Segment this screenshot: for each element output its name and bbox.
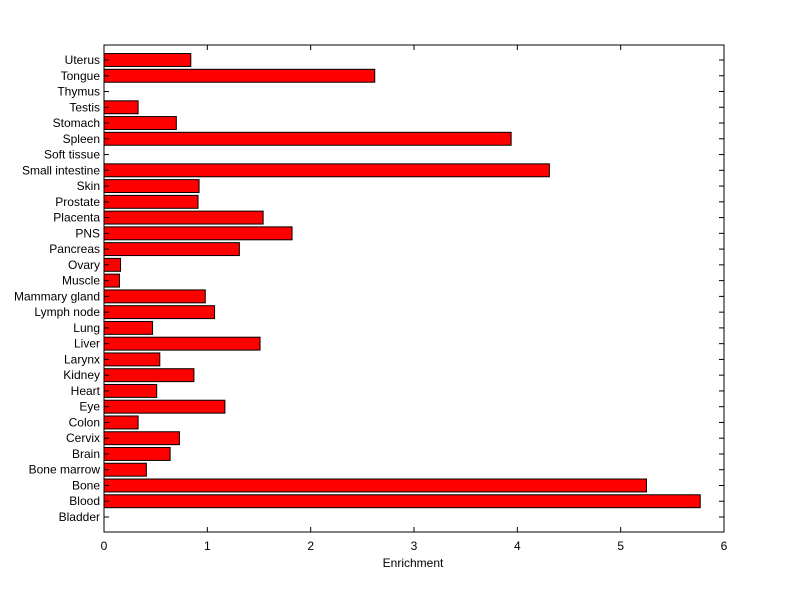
- x-axis-title: Enrichment: [383, 556, 444, 570]
- y-tick-label: Skin: [77, 179, 100, 193]
- bar: [103, 305, 216, 320]
- y-tick-label: Bone: [72, 478, 100, 492]
- bar: [103, 447, 171, 461]
- y-tick-label: Liver: [74, 337, 100, 351]
- y-tick-label: Muscle: [62, 274, 100, 288]
- bar: [103, 131, 512, 146]
- bar: [103, 478, 647, 493]
- bar: [103, 352, 161, 367]
- y-tick-label: Bone marrow: [29, 463, 101, 477]
- y-tick-label: Small intestine: [22, 163, 100, 177]
- bar: [103, 289, 206, 304]
- y-tick-label: Ovary: [68, 258, 100, 272]
- bar: [103, 210, 264, 225]
- x-tick-label: 5: [617, 539, 624, 553]
- y-tick-label: Colon: [69, 415, 100, 429]
- y-tick-label: Testis: [69, 100, 100, 114]
- y-tick-label: Placenta: [53, 211, 100, 225]
- y-tick-label: Thymus: [57, 85, 100, 99]
- bar: [103, 431, 180, 446]
- x-tick-label: 3: [411, 539, 418, 553]
- plot-area: [104, 45, 724, 532]
- bar: [103, 53, 192, 67]
- y-tick-label: Bladder: [59, 510, 100, 524]
- y-tick-label: Pancreas: [49, 242, 100, 256]
- bar: [103, 68, 376, 83]
- bar: [103, 179, 200, 194]
- x-tick-label: 0: [101, 539, 108, 553]
- y-tick-label: Lung: [73, 321, 100, 335]
- y-tick-label: Soft tissue: [44, 148, 100, 162]
- bar: [103, 320, 154, 335]
- bar: [103, 163, 550, 178]
- plot-frame: [103, 44, 725, 533]
- bar: [103, 116, 177, 130]
- bar: [103, 100, 139, 115]
- bar: [103, 242, 240, 257]
- bar: [103, 383, 158, 398]
- bar: [103, 226, 293, 241]
- y-tick-label: Spleen: [63, 132, 100, 146]
- y-tick-label: Eye: [79, 400, 100, 414]
- y-tick-label: Cervix: [66, 431, 100, 445]
- bar: [103, 336, 261, 351]
- y-tick-label: Uterus: [65, 53, 100, 67]
- y-tick-label: Tongue: [61, 69, 101, 83]
- bar: [103, 399, 226, 414]
- y-tick-label: Larynx: [64, 352, 100, 366]
- y-tick-label: Blood: [69, 494, 100, 508]
- y-tick-label: Heart: [71, 384, 101, 398]
- bar: [103, 415, 139, 430]
- y-tick-label: Lymph node: [34, 305, 100, 319]
- x-tick-label: 4: [514, 539, 521, 553]
- y-tick-label: Prostate: [55, 195, 100, 209]
- bar: [103, 462, 147, 477]
- bar: [103, 368, 195, 383]
- x-tick-label: 1: [204, 539, 211, 553]
- x-tick-label: 2: [307, 539, 314, 553]
- y-tick-label: Stomach: [53, 116, 100, 130]
- x-tick-label: 6: [721, 539, 728, 553]
- y-tick-label: Mammary gland: [14, 289, 100, 303]
- bar: [103, 494, 701, 509]
- y-tick-label: Kidney: [63, 368, 100, 382]
- y-tick-label: PNS: [75, 226, 100, 240]
- y-tick-label: Brain: [72, 447, 100, 461]
- bar: [103, 194, 199, 209]
- x-ticks: 0 1 2 3 4 5 6: [101, 45, 728, 553]
